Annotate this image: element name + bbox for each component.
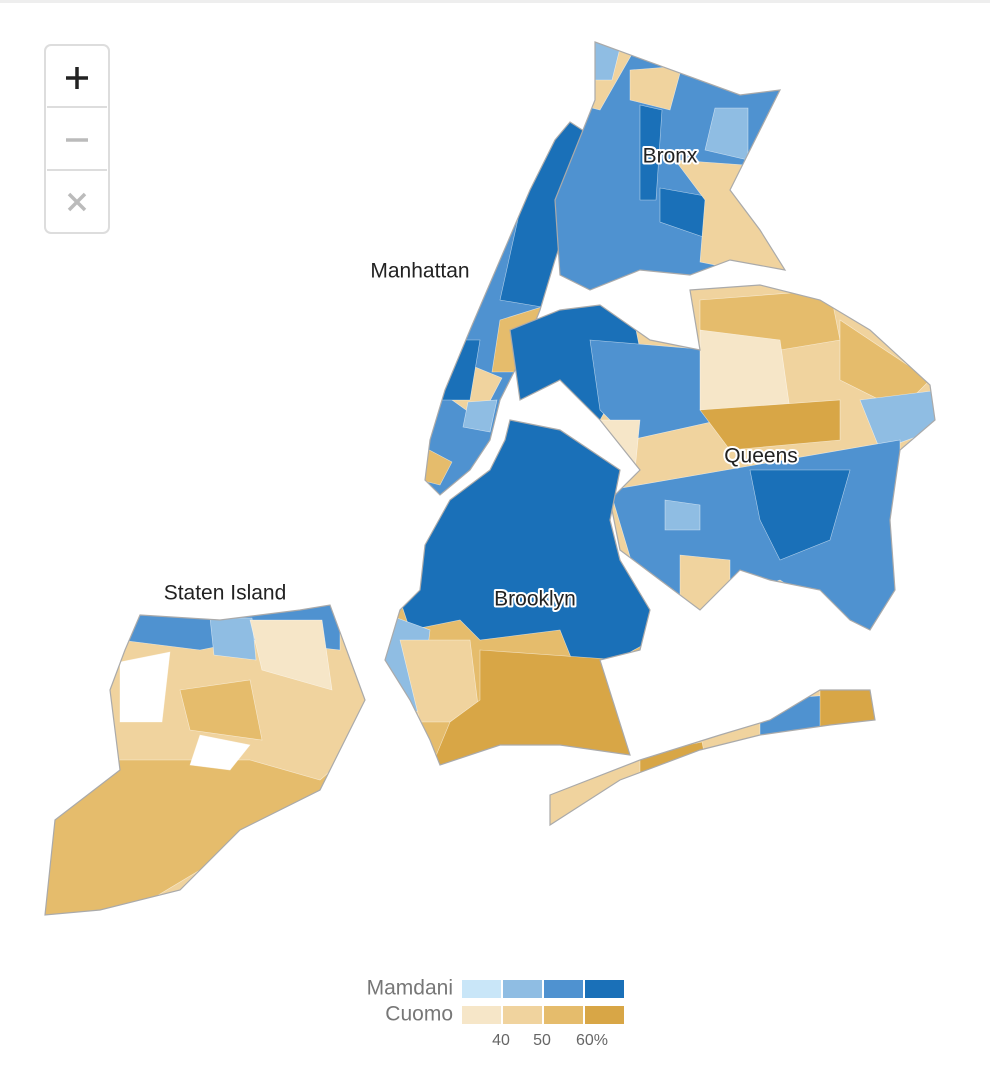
legend-tick: 50 [533,1032,551,1049]
legend-swatch [585,1006,624,1024]
borough-label: Brooklyn [494,588,576,611]
district-area [699,329,791,411]
legend: Mamdani Cuomo 40 50 60% [367,977,624,1049]
legend-swatch [585,980,624,998]
legend-tick: 60% [576,1032,608,1049]
district-area [664,499,701,531]
district-area [249,619,333,691]
district-area [119,651,171,723]
borough-outline [44,604,366,916]
reset-icon [67,192,87,212]
borough [385,420,650,765]
borough [510,285,935,630]
district-area [819,690,875,731]
district-area [45,739,365,915]
borough-outline [549,689,876,827]
borough-label: Staten Island [164,582,287,605]
zoom-out-button[interactable] [47,108,107,169]
top-border [0,0,990,3]
legend-swatch [462,980,501,998]
legend-tick: 40 [492,1032,510,1049]
district-area [679,554,731,613]
zoom-controls [44,44,110,234]
borough [555,42,785,290]
legend-swatch [462,1006,501,1024]
borough-label: Queens [724,445,798,468]
zoom-in-button[interactable] [47,47,107,106]
borough-label: Manhattan [370,260,469,283]
legend-swatch [503,1006,542,1024]
district-area [179,679,263,741]
legend-swatch [544,980,583,998]
borough [45,605,365,915]
plus-icon [66,67,88,89]
borough-label: Bronx [643,145,698,168]
legend-swatch [544,1006,583,1024]
district-area [639,104,663,201]
district-area [189,734,251,771]
borough-labels: Manhattan Bronx Queens Brooklyn Staten Islan… [162,143,800,613]
borough-outline [554,41,787,291]
borough-outline [509,284,936,631]
reset-button[interactable] [47,171,107,231]
district-area [209,617,257,661]
borough [425,122,590,495]
borough-outline [384,419,651,766]
district-area [462,399,498,433]
legend-label: Cuomo [385,1003,453,1026]
district-area [749,469,851,561]
legend-swatch [503,980,542,998]
map-land [44,41,936,916]
legend-label: Mamdani [367,977,453,1000]
district-area [699,399,841,451]
